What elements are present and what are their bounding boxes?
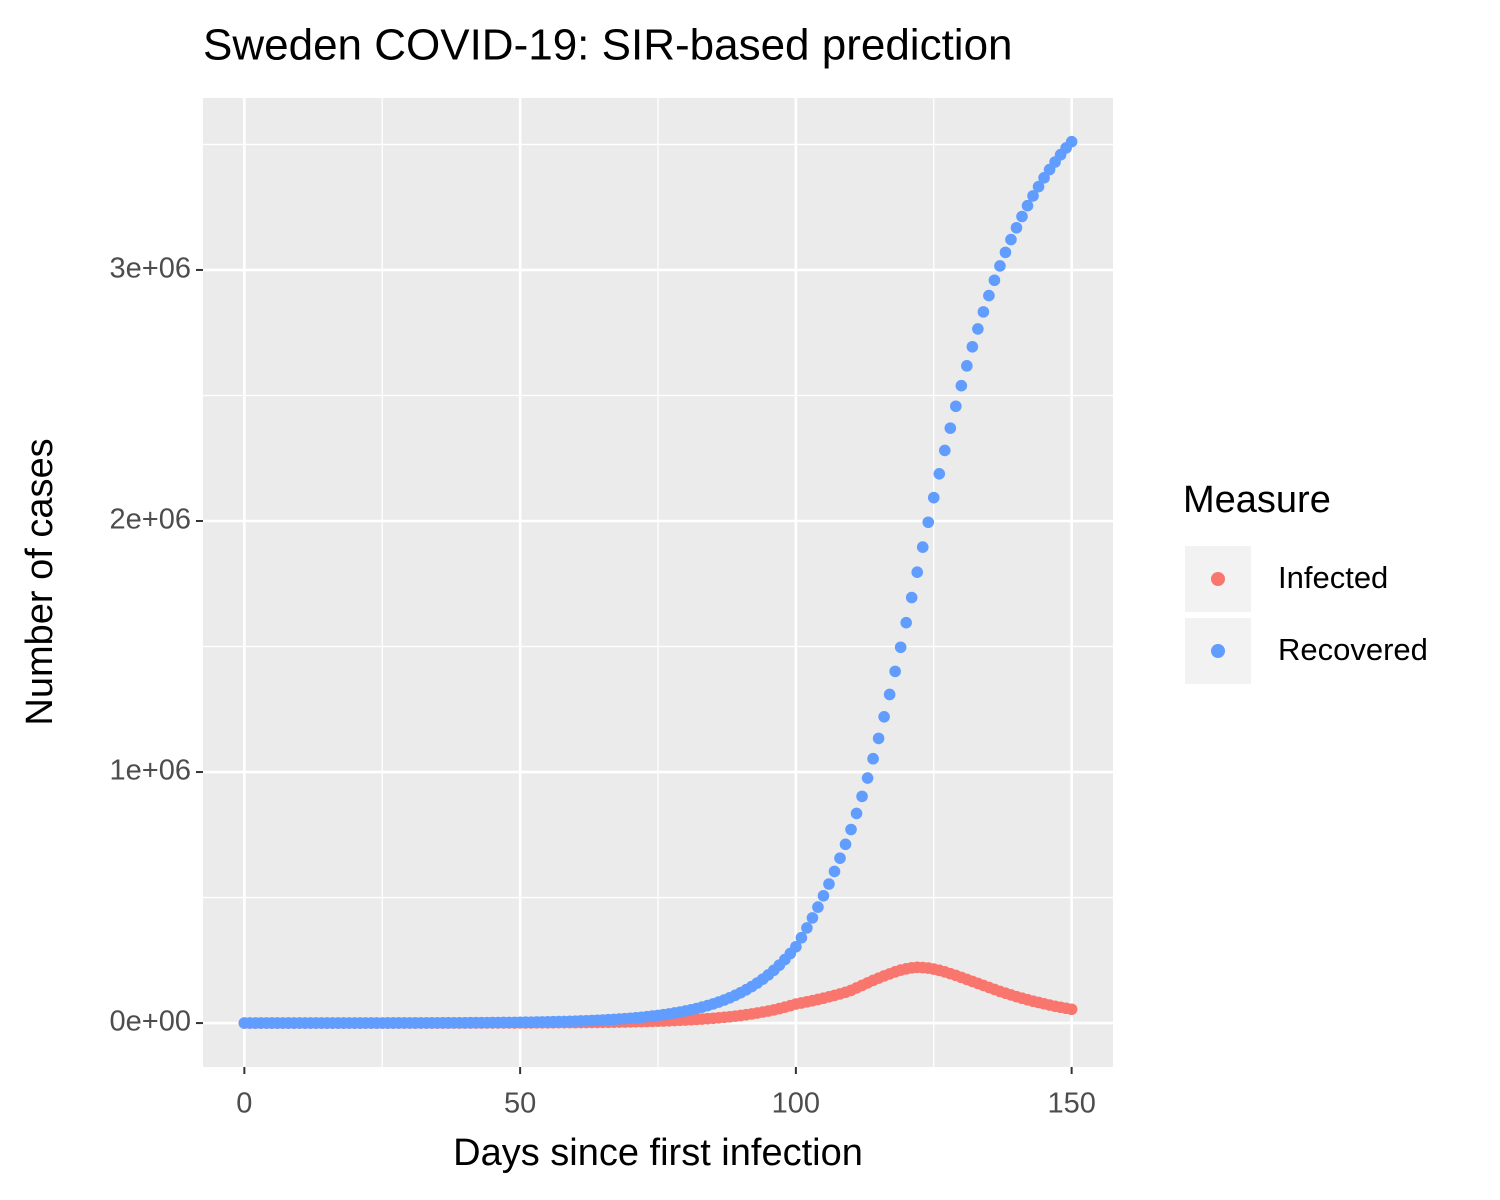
- point: [1016, 210, 1028, 223]
- point: [972, 323, 984, 335]
- point: [966, 340, 979, 353]
- point: [988, 274, 1001, 287]
- point: [1065, 1003, 1078, 1016]
- point: [922, 516, 935, 529]
- point: [1027, 190, 1039, 202]
- grid: [203, 98, 1113, 1067]
- point: [977, 306, 990, 318]
- y-axis-label: Number of cases: [19, 438, 61, 725]
- point: [955, 379, 968, 392]
- point: [911, 566, 924, 579]
- point: [999, 246, 1012, 259]
- point: [889, 665, 901, 678]
- x-tick-label: 100: [772, 1088, 820, 1120]
- point: [1021, 199, 1034, 212]
- point: [806, 912, 819, 924]
- x-axis-label: Days since first infection: [453, 1132, 863, 1174]
- point: [845, 823, 857, 836]
- point: [900, 616, 912, 629]
- point: [828, 865, 841, 878]
- legend: Measure Infected Recovered: [1183, 479, 1428, 684]
- point: [801, 922, 813, 934]
- legend-label: Recovered: [1278, 632, 1428, 667]
- point: [927, 491, 940, 504]
- point: [916, 541, 929, 553]
- point: [944, 422, 957, 434]
- point: [867, 752, 879, 765]
- point: [817, 889, 830, 902]
- point: [1032, 180, 1045, 193]
- point: [823, 878, 835, 890]
- point: [1065, 135, 1078, 148]
- y-tick-label: 2e+06: [110, 504, 191, 536]
- point: [883, 688, 896, 701]
- point: [834, 852, 846, 864]
- point: [878, 711, 890, 723]
- point: [894, 641, 907, 654]
- point: [938, 444, 951, 457]
- point: [872, 732, 885, 745]
- axes: 0 50 100 150 0e+00 1e+06 2e+06 3e+06: [110, 253, 1096, 1120]
- point: [961, 360, 973, 372]
- point: [795, 931, 808, 944]
- legend-swatch: [1211, 572, 1225, 586]
- point: [1010, 221, 1023, 234]
- point: [933, 468, 946, 480]
- point: [983, 289, 995, 302]
- points: [238, 135, 1078, 1029]
- x-tick-label: 0: [236, 1088, 252, 1120]
- legend-title: Measure: [1183, 479, 1331, 521]
- point: [994, 260, 1006, 272]
- point: [856, 790, 868, 803]
- point: [950, 400, 962, 413]
- point: [839, 838, 852, 851]
- x-tick-label: 50: [504, 1088, 536, 1120]
- point: [1005, 233, 1017, 246]
- point: [790, 940, 802, 953]
- point: [1038, 172, 1050, 184]
- point: [850, 807, 863, 820]
- legend-label: Infected: [1278, 560, 1388, 595]
- point: [861, 772, 874, 784]
- point: [905, 591, 918, 604]
- y-tick-label: 1e+06: [110, 755, 191, 787]
- y-tick-label: 0e+00: [110, 1006, 191, 1038]
- x-tick-label: 150: [1047, 1088, 1095, 1120]
- y-tick-label: 3e+06: [110, 253, 191, 285]
- chart-title: Sweden COVID-19: SIR-based prediction: [203, 21, 1013, 70]
- legend-swatch: [1211, 644, 1225, 658]
- point: [812, 901, 824, 913]
